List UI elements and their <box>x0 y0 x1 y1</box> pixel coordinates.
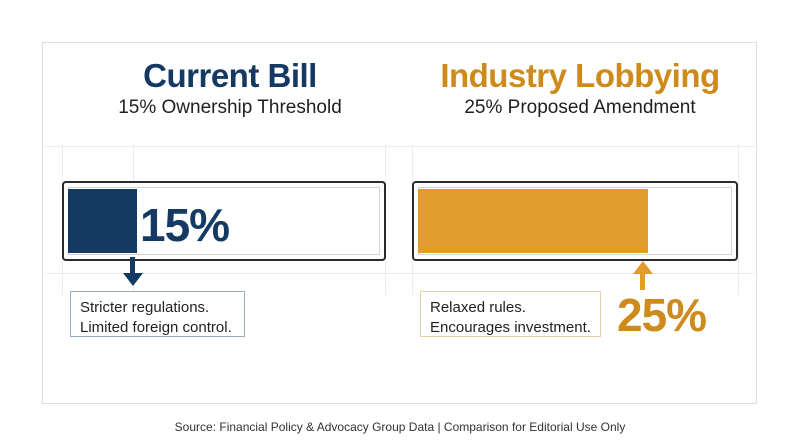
grid-line <box>45 273 755 274</box>
left-value-label: 15% <box>140 199 230 251</box>
right-bar-fill <box>418 189 648 253</box>
left-panel-subtitle: 15% Ownership Threshold <box>118 97 342 118</box>
right-panel-subtitle: 25% Proposed Amendment <box>464 97 696 118</box>
up-arrow-icon <box>633 261 653 290</box>
right-note-box: Relaxed rules. Encourages investment. <box>420 291 601 337</box>
grid-line <box>738 145 739 295</box>
right-note-line: Relaxed rules. <box>430 299 526 316</box>
left-note-line: Limited foreign control. <box>80 319 232 336</box>
left-panel-title: Current Bill <box>143 57 317 94</box>
right-panel-title: Industry Lobbying <box>440 57 720 94</box>
grid-line <box>45 146 755 147</box>
left-bar-track <box>62 181 386 261</box>
left-note-box: Stricter regulations. Limited foreign co… <box>70 291 245 337</box>
right-note-line: Encourages investment. <box>430 319 591 336</box>
down-arrow-icon <box>123 257 143 286</box>
source-caption: Source: Financial Policy & Advocacy Grou… <box>174 420 626 434</box>
left-bar-fill <box>68 189 137 253</box>
right-value-label: 25% <box>617 289 707 341</box>
left-note-line: Stricter regulations. <box>80 299 210 316</box>
right-bar-track <box>412 181 738 261</box>
